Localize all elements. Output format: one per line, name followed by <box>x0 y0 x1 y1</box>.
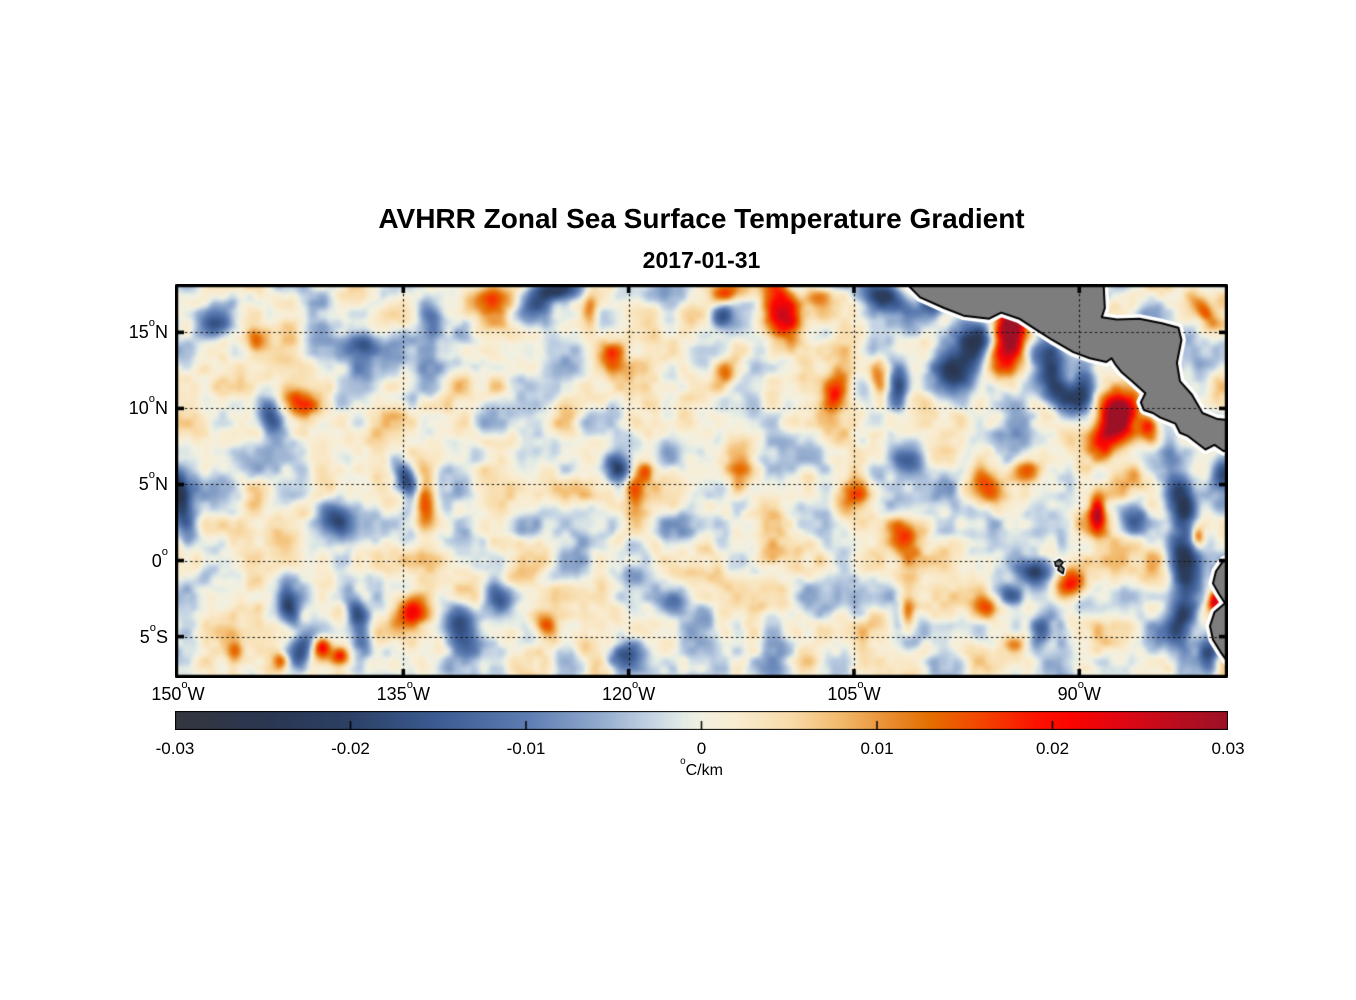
x-tick-label: 120oW <box>602 678 656 704</box>
colorbar-tick-label: -0.02 <box>331 739 370 758</box>
x-tick-label: 90oW <box>1057 678 1101 704</box>
colorbar-tick-label: 0.03 <box>1211 739 1245 758</box>
y-tick-label: 0o <box>151 545 168 571</box>
y-tick-label: 5oS <box>139 621 168 647</box>
y-tick-label: 5oN <box>138 469 168 495</box>
degree-symbol: o <box>1077 678 1084 691</box>
y-tick-label: 15oN <box>128 317 168 343</box>
x-tick-label: 135oW <box>376 678 430 704</box>
degree-symbol: o <box>148 393 155 406</box>
degree-symbol: o <box>632 678 639 691</box>
degree-symbol: o <box>406 678 413 691</box>
degree-symbol: o <box>148 317 155 330</box>
colorbar-tick-label: 0.02 <box>1035 739 1070 758</box>
y-tick-label: 10oN <box>128 393 168 419</box>
degree-symbol: o <box>148 469 155 482</box>
chart-title: AVHRR Zonal Sea Surface Temperature Grad… <box>378 203 1025 234</box>
colorbar-canvas <box>175 711 1228 730</box>
colorbar-tick-label: 0 <box>696 739 707 758</box>
degree-symbol: o <box>680 756 686 768</box>
degree-symbol: o <box>149 621 156 634</box>
map-heatmap-canvas <box>175 284 1228 678</box>
colorbar-tick-label: -0.03 <box>155 739 195 758</box>
colorbar-tick-label: -0.01 <box>506 739 546 758</box>
colorbar-tick-label: 0.01 <box>860 739 894 758</box>
chart-subtitle: 2017-01-31 <box>642 247 761 273</box>
colorbar-unit-label: oC/km <box>175 757 1228 780</box>
x-tick-label: 105oW <box>827 678 881 704</box>
degree-symbol: o <box>181 678 188 691</box>
degree-symbol: o <box>857 678 864 691</box>
x-tick-label: 150oW <box>151 678 205 704</box>
degree-symbol: o <box>161 545 168 558</box>
colorbar-unit-text: C/km <box>685 762 723 779</box>
